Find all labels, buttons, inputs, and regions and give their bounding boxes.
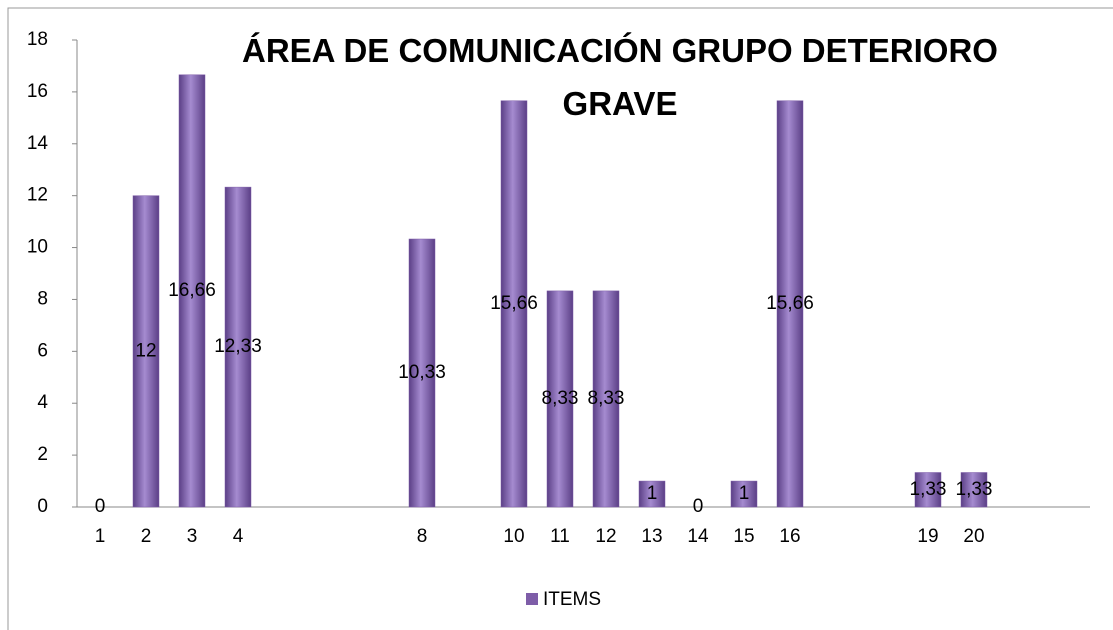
- x-tick-label: 1: [95, 526, 106, 547]
- x-tick-label: 14: [687, 526, 709, 547]
- y-tick-label: 6: [37, 340, 48, 361]
- x-tick-label: 13: [641, 526, 662, 547]
- bar: [638, 480, 666, 508]
- bar: [592, 290, 620, 508]
- x-tick-label: 10: [503, 526, 524, 547]
- x-tick-label: 16: [779, 526, 800, 547]
- bar: [178, 74, 206, 508]
- x-tick-label: 2: [141, 526, 152, 547]
- x-tick-label: 20: [963, 526, 984, 547]
- y-tick-label: 10: [27, 237, 48, 258]
- bar: [730, 480, 758, 508]
- bar: [408, 238, 436, 508]
- value-label: 0: [693, 496, 704, 517]
- legend-swatch: [526, 593, 538, 605]
- x-tick-label: 11: [550, 526, 570, 547]
- value-label: 12,33: [214, 336, 262, 357]
- value-label: 15,66: [490, 293, 538, 314]
- value-label: 8,33: [542, 388, 579, 409]
- bar: [500, 100, 528, 508]
- value-label: 10,33: [398, 362, 446, 383]
- value-label: 1,33: [956, 479, 993, 500]
- value-label: 15,66: [766, 293, 814, 314]
- value-label: 1: [647, 483, 658, 504]
- x-tick-label: 12: [595, 526, 616, 547]
- x-tick-label: 15: [733, 526, 754, 547]
- y-tick-label: 0: [37, 496, 48, 517]
- x-tick-label: 19: [917, 526, 938, 547]
- value-label: 8,33: [588, 388, 625, 409]
- value-label: 16,66: [168, 280, 216, 301]
- y-tick-label: 4: [37, 392, 48, 413]
- value-label: 1: [739, 483, 750, 504]
- frame-border: [7, 7, 1113, 630]
- value-label: 0: [95, 496, 106, 517]
- value-label: 12: [135, 340, 156, 361]
- bar: [914, 472, 942, 508]
- value-label: 1,33: [910, 479, 947, 500]
- y-tick-label: 2: [37, 444, 48, 465]
- bar: [776, 100, 804, 508]
- chart-title: ÁREA DE COMUNICACIÓN GRUPO DETERIORO GRA…: [242, 32, 998, 122]
- y-tick-label: 18: [27, 29, 48, 50]
- bar: [960, 472, 988, 508]
- y-tick-label: 16: [27, 81, 48, 102]
- bar: [224, 186, 252, 508]
- x-tick-label: 4: [233, 526, 244, 547]
- y-tick-label: 12: [27, 185, 48, 206]
- bar: [132, 195, 160, 508]
- x-tick-label: 3: [187, 526, 198, 547]
- y-tick-label: 14: [27, 133, 49, 154]
- bar: [546, 290, 574, 508]
- x-tick-label: 8: [417, 526, 428, 547]
- legend-label: ITEMS: [543, 589, 601, 610]
- y-tick-label: 8: [37, 288, 48, 309]
